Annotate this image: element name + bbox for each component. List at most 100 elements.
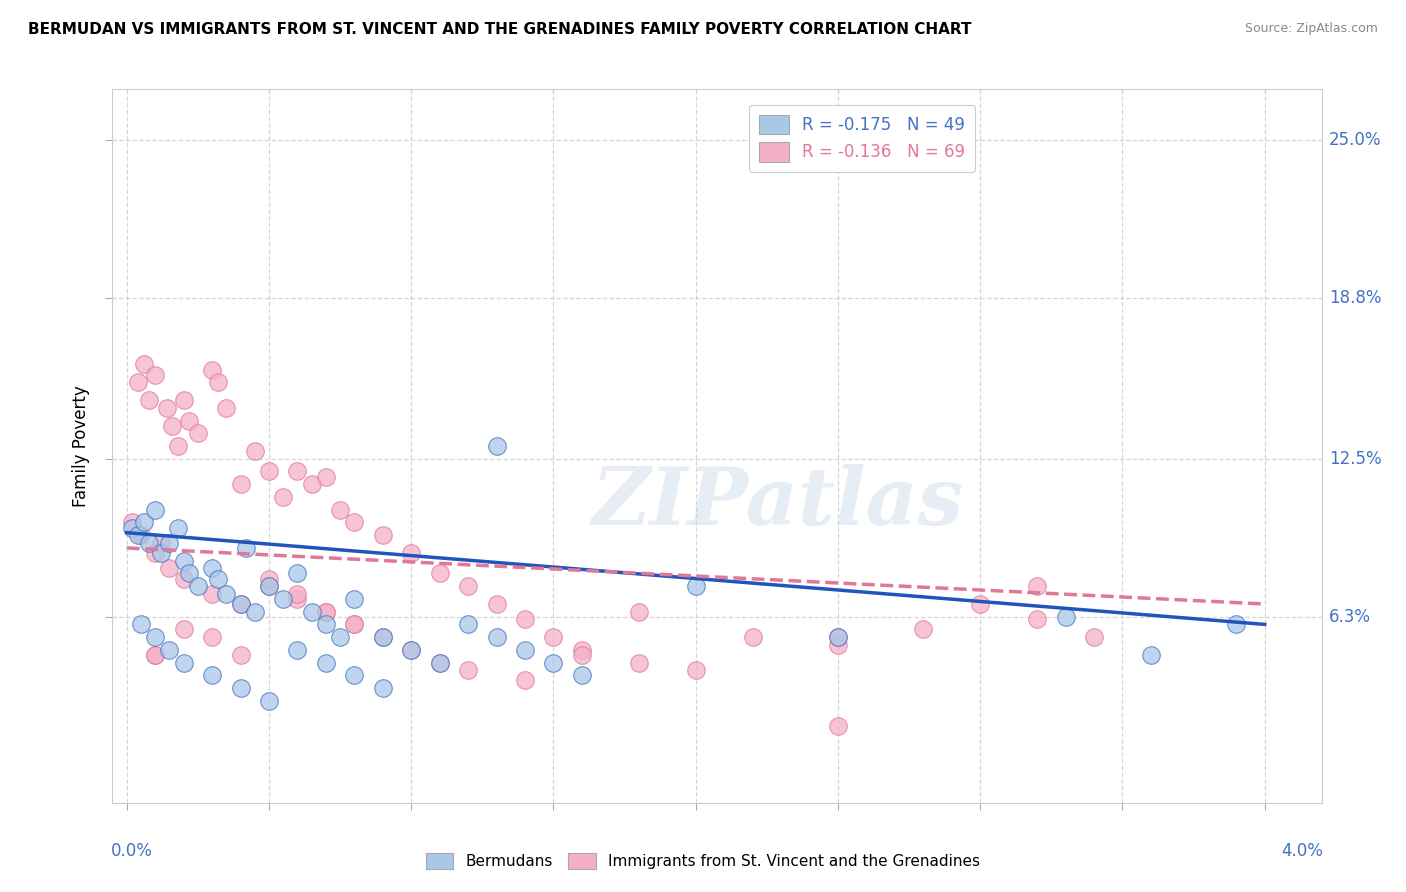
Immigrants from St. Vincent and the Grenadines	[543, 630, 565, 644]
Immigrants from St. Vincent and the Grenadines	[827, 638, 849, 652]
Bermudans	[315, 656, 337, 670]
Bermudans	[485, 439, 508, 453]
Immigrants from St. Vincent and the Grenadines	[685, 663, 707, 677]
Immigrants from St. Vincent and the Grenadines	[315, 605, 337, 619]
Immigrants from St. Vincent and the Grenadines	[143, 546, 166, 560]
Immigrants from St. Vincent and the Grenadines	[627, 605, 650, 619]
Bermudans	[201, 668, 224, 682]
Immigrants from St. Vincent and the Grenadines	[187, 426, 209, 441]
Bermudans	[287, 643, 309, 657]
Text: BERMUDAN VS IMMIGRANTS FROM ST. VINCENT AND THE GRENADINES FAMILY POVERTY CORREL: BERMUDAN VS IMMIGRANTS FROM ST. VINCENT …	[28, 22, 972, 37]
Bermudans	[167, 520, 190, 534]
Immigrants from St. Vincent and the Grenadines	[207, 376, 229, 390]
Text: 6.3%: 6.3%	[1329, 607, 1371, 626]
Bermudans	[138, 536, 160, 550]
Immigrants from St. Vincent and the Grenadines	[257, 579, 280, 593]
Immigrants from St. Vincent and the Grenadines	[343, 516, 366, 530]
Immigrants from St. Vincent and the Grenadines	[271, 490, 294, 504]
Immigrants from St. Vincent and the Grenadines	[257, 465, 280, 479]
Bermudans	[1054, 609, 1077, 624]
Bermudans	[121, 520, 143, 534]
Immigrants from St. Vincent and the Grenadines	[571, 648, 593, 662]
Bermudans	[129, 617, 152, 632]
Immigrants from St. Vincent and the Grenadines	[229, 477, 252, 491]
Bermudans	[315, 617, 337, 632]
Immigrants from St. Vincent and the Grenadines	[741, 630, 763, 644]
Bermudans	[149, 546, 172, 560]
Bermudans	[257, 694, 280, 708]
Immigrants from St. Vincent and the Grenadines	[827, 630, 849, 644]
Bermudans	[207, 572, 229, 586]
Immigrants from St. Vincent and the Grenadines	[132, 358, 155, 372]
Bermudans	[513, 643, 536, 657]
Immigrants from St. Vincent and the Grenadines	[160, 418, 183, 433]
Bermudans	[243, 605, 266, 619]
Bermudans	[343, 668, 366, 682]
Immigrants from St. Vincent and the Grenadines	[485, 597, 508, 611]
Immigrants from St. Vincent and the Grenadines	[173, 572, 195, 586]
Immigrants from St. Vincent and the Grenadines	[1026, 579, 1049, 593]
Immigrants from St. Vincent and the Grenadines	[287, 587, 309, 601]
Bermudans	[343, 591, 366, 606]
Bermudans	[429, 656, 451, 670]
Immigrants from St. Vincent and the Grenadines	[157, 561, 180, 575]
Bermudans	[287, 566, 309, 581]
Bermudans	[229, 597, 252, 611]
Bermudans	[371, 630, 394, 644]
Legend: R = -0.175   N = 49, R = -0.136   N = 69: R = -0.175 N = 49, R = -0.136 N = 69	[749, 104, 976, 171]
Immigrants from St. Vincent and the Grenadines	[201, 362, 224, 376]
Y-axis label: Family Poverty: Family Poverty	[72, 385, 90, 507]
Bermudans	[257, 579, 280, 593]
Bermudans	[571, 668, 593, 682]
Bermudans	[1225, 617, 1247, 632]
Immigrants from St. Vincent and the Grenadines	[329, 502, 352, 516]
Bermudans	[127, 528, 149, 542]
Bermudans	[1140, 648, 1163, 662]
Text: 25.0%: 25.0%	[1329, 131, 1381, 149]
Immigrants from St. Vincent and the Grenadines	[143, 368, 166, 382]
Immigrants from St. Vincent and the Grenadines	[429, 656, 451, 670]
Immigrants from St. Vincent and the Grenadines	[457, 663, 479, 677]
Immigrants from St. Vincent and the Grenadines	[121, 516, 143, 530]
Bermudans	[399, 643, 422, 657]
Immigrants from St. Vincent and the Grenadines	[287, 591, 309, 606]
Bermudans	[485, 630, 508, 644]
Text: 12.5%: 12.5%	[1329, 450, 1381, 467]
Immigrants from St. Vincent and the Grenadines	[969, 597, 991, 611]
Bermudans	[132, 516, 155, 530]
Immigrants from St. Vincent and the Grenadines	[457, 579, 479, 593]
Bermudans	[229, 681, 252, 695]
Immigrants from St. Vincent and the Grenadines	[229, 597, 252, 611]
Immigrants from St. Vincent and the Grenadines	[827, 719, 849, 733]
Immigrants from St. Vincent and the Grenadines	[1026, 612, 1049, 626]
Text: ZIPatlas: ZIPatlas	[592, 465, 963, 541]
Bermudans	[371, 681, 394, 695]
Immigrants from St. Vincent and the Grenadines	[155, 401, 177, 415]
Legend: Bermudans, Immigrants from St. Vincent and the Grenadines: Bermudans, Immigrants from St. Vincent a…	[420, 847, 986, 875]
Immigrants from St. Vincent and the Grenadines	[143, 648, 166, 662]
Immigrants from St. Vincent and the Grenadines	[201, 587, 224, 601]
Text: Source: ZipAtlas.com: Source: ZipAtlas.com	[1244, 22, 1378, 36]
Immigrants from St. Vincent and the Grenadines	[627, 656, 650, 670]
Bermudans	[329, 630, 352, 644]
Immigrants from St. Vincent and the Grenadines	[129, 528, 152, 542]
Text: 0.0%: 0.0%	[111, 842, 153, 860]
Immigrants from St. Vincent and the Grenadines	[1083, 630, 1105, 644]
Immigrants from St. Vincent and the Grenadines	[149, 536, 172, 550]
Bermudans	[457, 617, 479, 632]
Bermudans	[215, 587, 238, 601]
Immigrants from St. Vincent and the Grenadines	[229, 648, 252, 662]
Text: 4.0%: 4.0%	[1281, 842, 1323, 860]
Text: 18.8%: 18.8%	[1329, 289, 1381, 307]
Bermudans	[157, 536, 180, 550]
Bermudans	[173, 554, 195, 568]
Immigrants from St. Vincent and the Grenadines	[343, 617, 366, 632]
Immigrants from St. Vincent and the Grenadines	[127, 376, 149, 390]
Bermudans	[201, 561, 224, 575]
Immigrants from St. Vincent and the Grenadines	[399, 643, 422, 657]
Immigrants from St. Vincent and the Grenadines	[513, 673, 536, 688]
Immigrants from St. Vincent and the Grenadines	[173, 393, 195, 408]
Bermudans	[173, 656, 195, 670]
Bermudans	[187, 579, 209, 593]
Immigrants from St. Vincent and the Grenadines	[912, 623, 935, 637]
